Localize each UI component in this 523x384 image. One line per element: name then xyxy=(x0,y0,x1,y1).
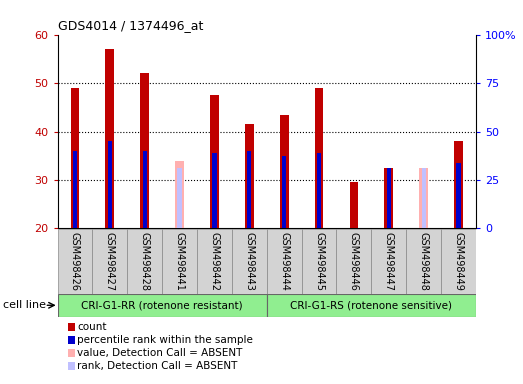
Text: GSM498426: GSM498426 xyxy=(70,232,80,291)
Bar xyxy=(127,229,162,294)
Bar xyxy=(336,229,371,294)
Bar xyxy=(454,141,463,228)
Bar xyxy=(197,229,232,294)
Bar xyxy=(457,163,461,228)
Text: GSM498446: GSM498446 xyxy=(349,232,359,291)
Bar xyxy=(406,229,441,294)
Bar xyxy=(140,73,149,228)
Bar xyxy=(210,95,219,228)
Bar xyxy=(349,182,358,228)
Bar xyxy=(302,229,336,294)
Text: cell line: cell line xyxy=(3,300,46,310)
Text: GSM498444: GSM498444 xyxy=(279,232,289,291)
Bar xyxy=(245,124,254,228)
Bar xyxy=(247,151,252,228)
Text: rank, Detection Call = ABSENT: rank, Detection Call = ABSENT xyxy=(77,361,238,371)
Text: CRI-G1-RS (rotenone sensitive): CRI-G1-RS (rotenone sensitive) xyxy=(290,300,452,310)
Text: GDS4014 / 1374496_at: GDS4014 / 1374496_at xyxy=(58,19,203,32)
Bar xyxy=(267,229,302,294)
Text: value, Detection Call = ABSENT: value, Detection Call = ABSENT xyxy=(77,348,243,358)
Bar xyxy=(93,229,127,294)
Bar xyxy=(177,168,181,228)
Bar xyxy=(58,229,93,294)
Text: GSM498427: GSM498427 xyxy=(105,232,115,291)
Text: GSM498428: GSM498428 xyxy=(140,232,150,291)
Text: GSM498447: GSM498447 xyxy=(384,232,394,291)
Bar xyxy=(162,229,197,294)
Text: GSM498449: GSM498449 xyxy=(453,232,463,291)
Bar xyxy=(267,294,476,317)
Bar xyxy=(422,168,426,228)
Bar xyxy=(419,168,428,228)
Bar xyxy=(71,88,79,228)
Bar xyxy=(280,114,289,228)
Bar xyxy=(315,88,323,228)
Bar xyxy=(175,161,184,228)
Text: percentile rank within the sample: percentile rank within the sample xyxy=(77,335,253,345)
Text: GSM498441: GSM498441 xyxy=(175,232,185,291)
Bar xyxy=(58,294,267,317)
Text: GSM498442: GSM498442 xyxy=(209,232,220,291)
Bar xyxy=(384,168,393,228)
Bar xyxy=(441,229,476,294)
Bar xyxy=(143,151,147,228)
Bar xyxy=(282,156,286,228)
Text: GSM498445: GSM498445 xyxy=(314,232,324,291)
Bar xyxy=(371,229,406,294)
Bar xyxy=(232,229,267,294)
Bar xyxy=(386,168,391,228)
Bar xyxy=(108,141,112,228)
Text: CRI-G1-RR (rotenone resistant): CRI-G1-RR (rotenone resistant) xyxy=(81,300,243,310)
Bar xyxy=(106,49,114,228)
Text: GSM498448: GSM498448 xyxy=(418,232,429,291)
Bar xyxy=(317,153,321,228)
Bar xyxy=(73,151,77,228)
Bar xyxy=(212,153,217,228)
Text: GSM498443: GSM498443 xyxy=(244,232,254,291)
Text: count: count xyxy=(77,322,107,332)
